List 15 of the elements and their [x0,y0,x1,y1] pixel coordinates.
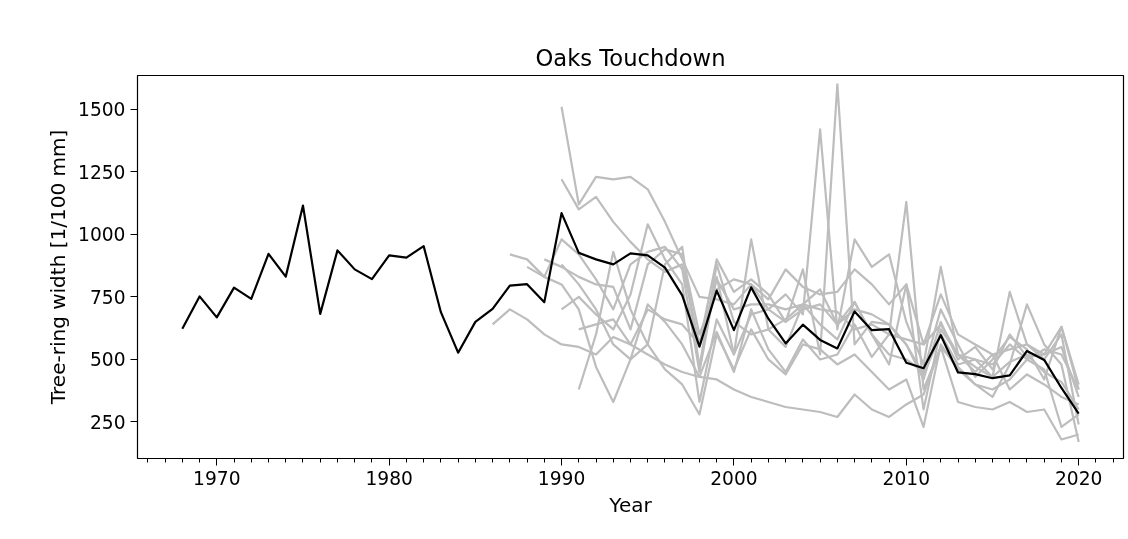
x-tick-label: 2020 [1054,467,1103,489]
y-tick-label: 1250 [78,161,126,183]
y-axis-title: Tree-ring width [1/100 mm] [46,129,71,406]
x-tick-label: 2000 [710,467,758,489]
y-tick-label: 500 [89,349,126,371]
y-tick-label: 1000 [78,224,126,246]
y-tick-label: 250 [89,411,126,433]
y-tick-label: 750 [89,286,126,308]
x-tick-label: 2010 [882,467,931,489]
x-tick-label: 1980 [365,467,413,489]
x-tick-label: 1970 [193,467,241,489]
x-tick-label: 1990 [537,467,586,489]
x-axis-title: Year [608,492,653,517]
chart-title: Oaks Touchdown [535,44,726,71]
y-tick-label: 1500 [78,99,126,121]
